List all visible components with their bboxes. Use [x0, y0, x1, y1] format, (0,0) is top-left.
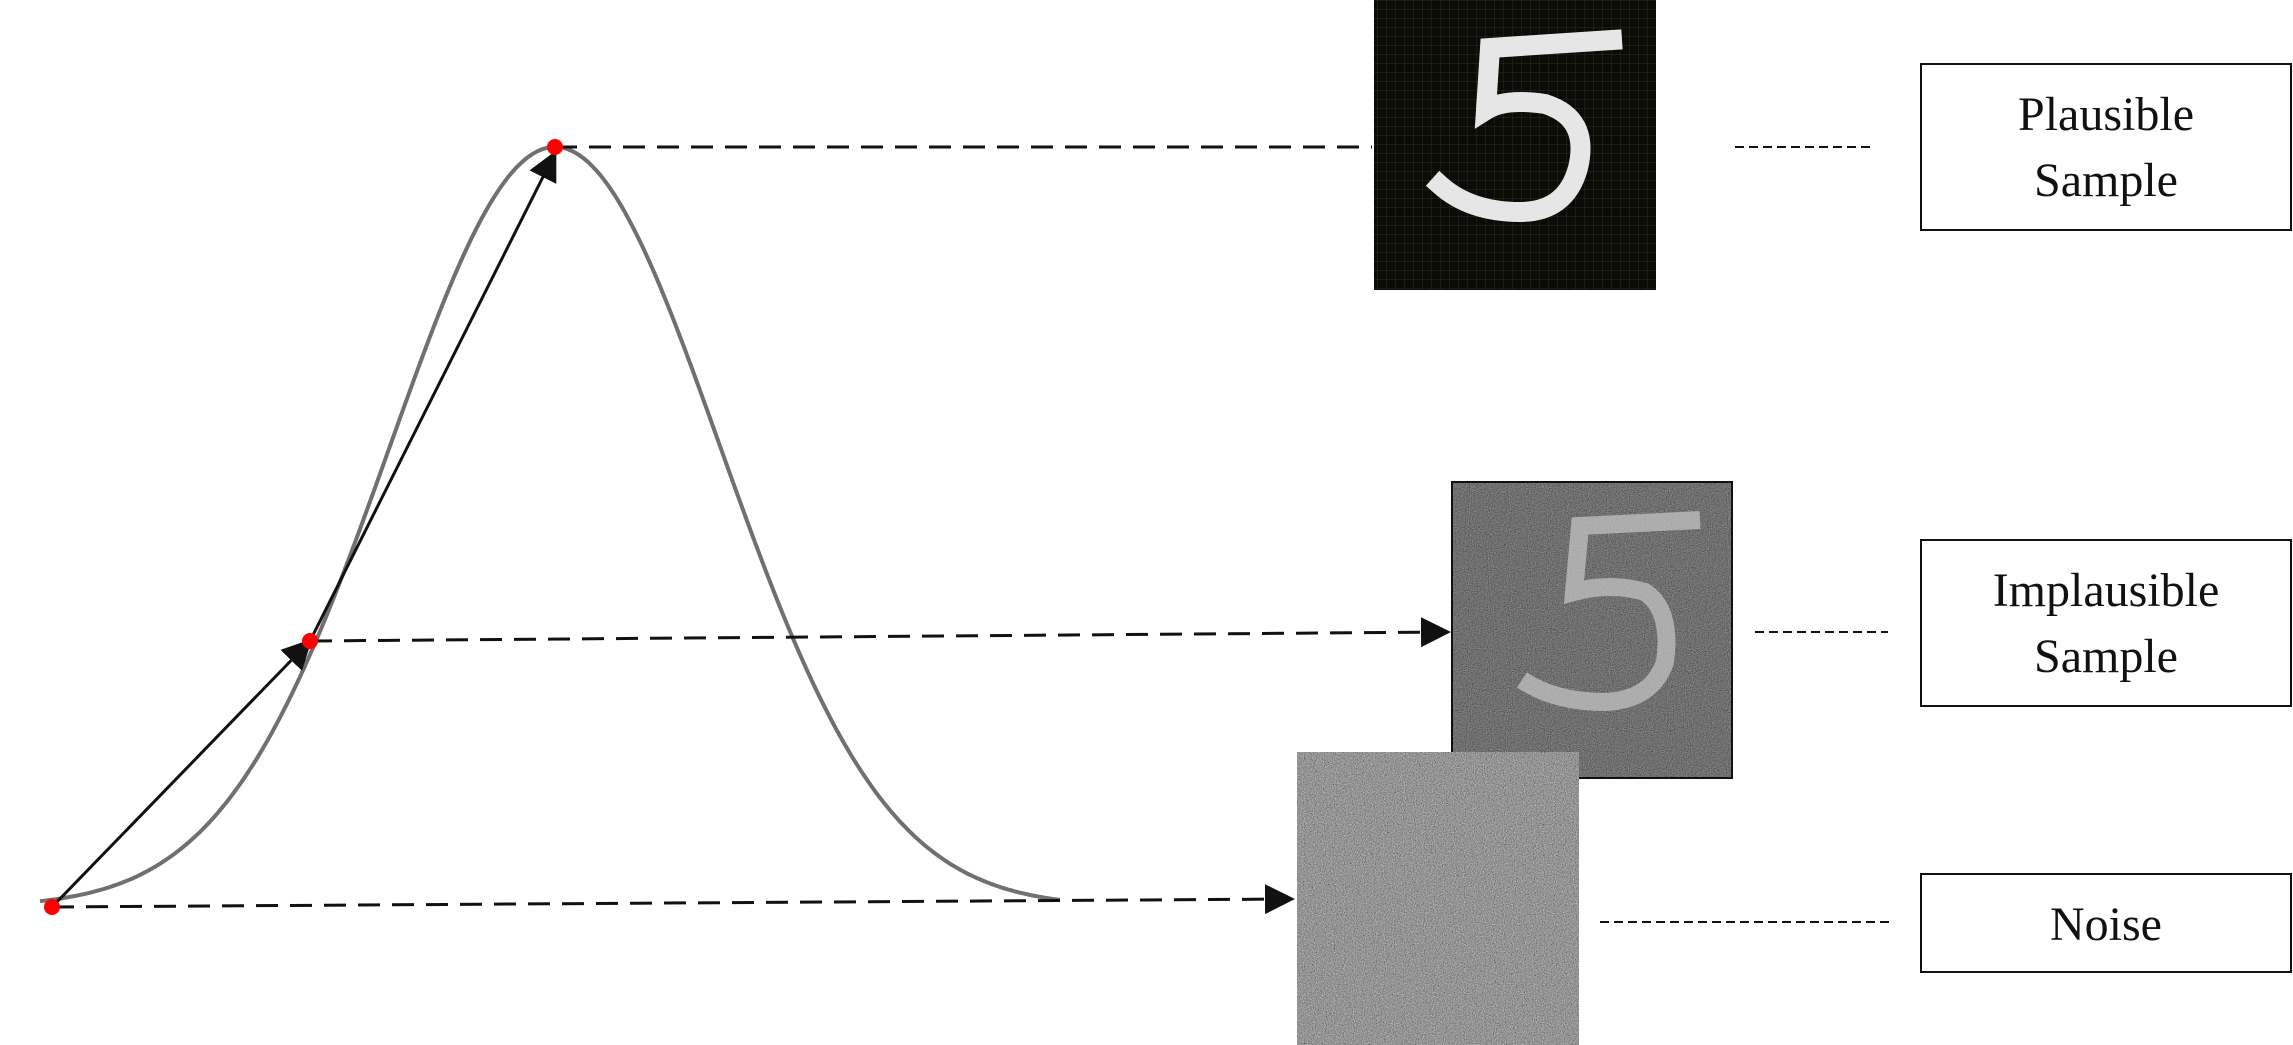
peak-point	[547, 139, 563, 155]
mid-point	[302, 633, 318, 649]
plausible-label-line1: Plausible	[2018, 88, 2194, 141]
distribution-curve	[39, 144, 1061, 904]
implausible-label-line2: Sample	[2034, 630, 2178, 683]
implausible-label-line1: Implausible	[1993, 564, 2220, 617]
arrow-mid-to-peak	[308, 150, 557, 642]
noise-image	[1297, 752, 1579, 1045]
mid-dashed-arrow	[309, 617, 1451, 648]
plausible-label-line2: Sample	[2034, 154, 2178, 207]
noise-label: Noise	[2050, 898, 2162, 951]
plausible-sample-box: Plausible Sample	[1920, 63, 2292, 231]
bottom-dashed-arrow	[51, 884, 1295, 915]
arrow-noise-to-mid	[50, 638, 313, 909]
implausible-digit-image	[1451, 481, 1733, 779]
plausible-digit-image	[1374, 0, 1656, 290]
implausible-sample-box: Implausible Sample	[1920, 539, 2292, 707]
noise-point	[44, 899, 60, 915]
noise-box: Noise	[1920, 873, 2292, 973]
